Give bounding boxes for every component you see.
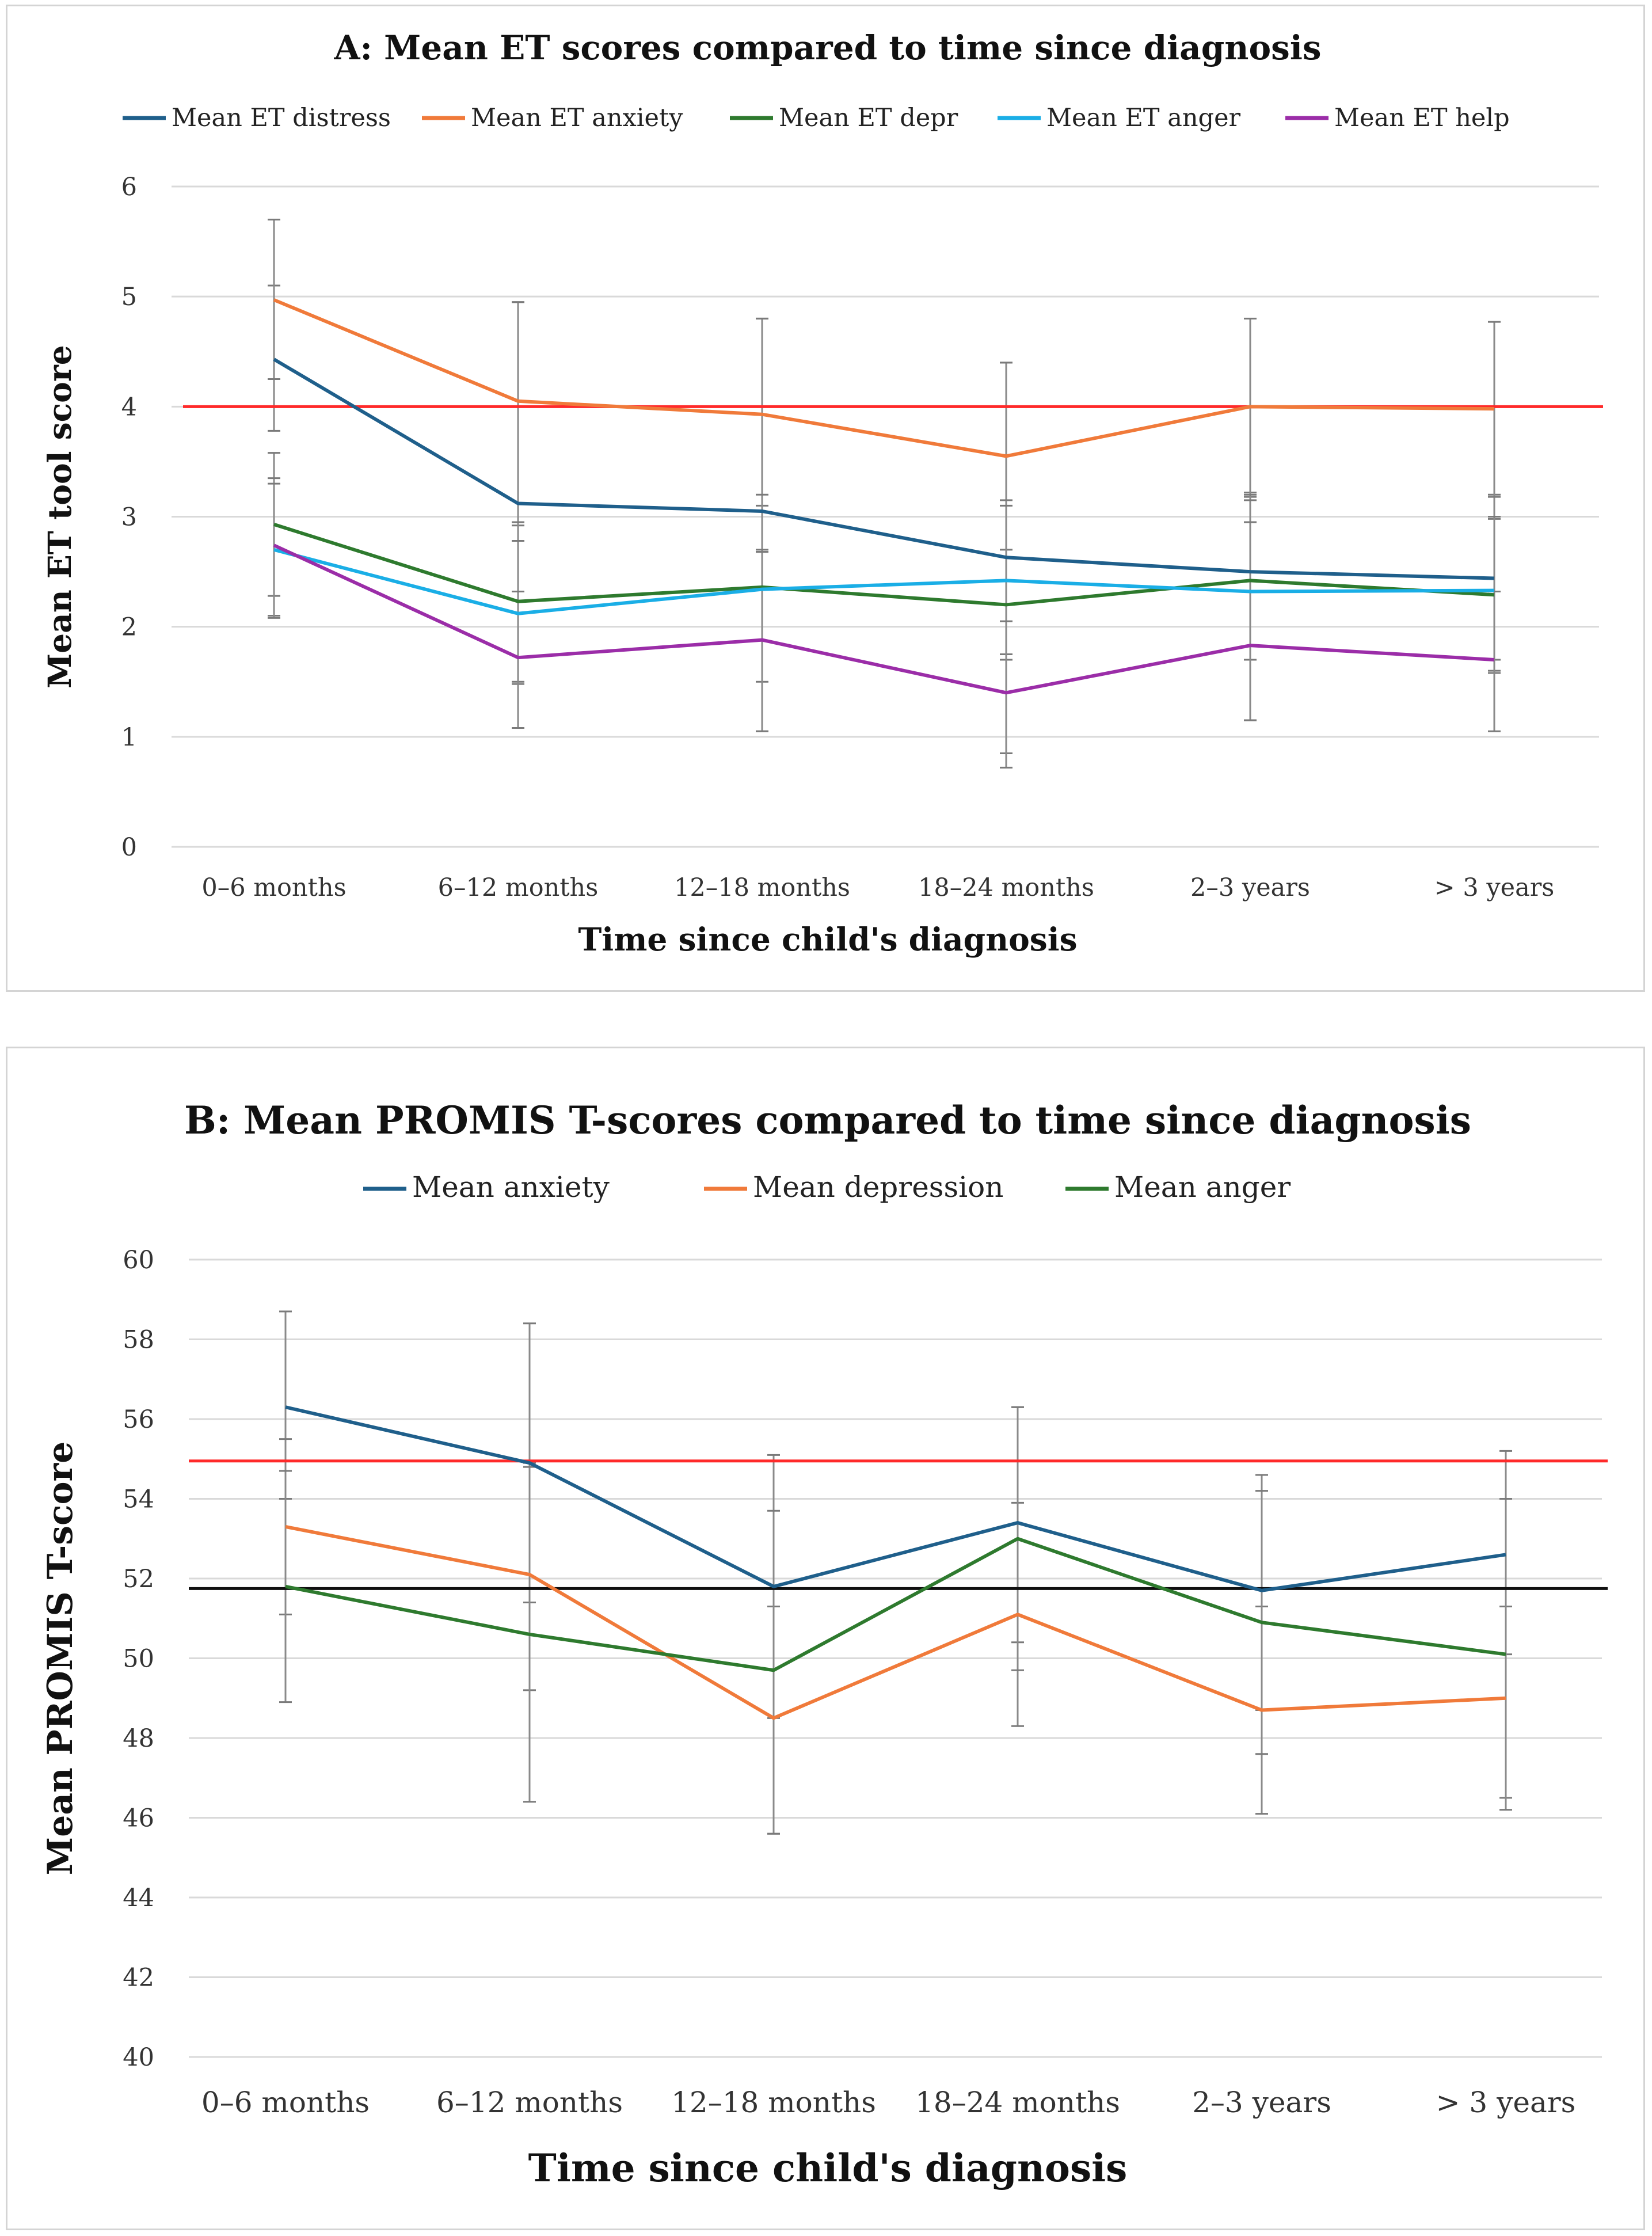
chart-a-series-line-mean-et-help [273, 543, 1495, 695]
chart-b-title: B: Mean PROMIS T-scores compared to time… [184, 1098, 1471, 1143]
chart-b-series-line-mean-anger [285, 1537, 1506, 1672]
chart-b-panel: B: Mean PROMIS T-scores compared to time… [6, 1047, 1645, 2230]
chart-a-legend-label-mean-et-anxiety: Mean ET anxiety [471, 104, 683, 132]
chart-b-y-tick-label: 56 [123, 1405, 154, 1434]
chart-a-x-tick-label: 12–18 months [674, 873, 850, 902]
chart-a-panel: A: Mean ET scores compared to time since… [6, 5, 1645, 992]
chart-a-y-tick-label: 5 [121, 283, 137, 311]
chart-a-x-tick-label: 6–12 months [438, 873, 599, 902]
chart-a-legend-label-mean-et-help: Mean ET help [1334, 104, 1510, 132]
chart-b-legend-label-mean-anger: Mean anger [1114, 1170, 1291, 1204]
chart-b-x-tick-label: 0–6 months [201, 2086, 370, 2119]
chart-a-x-tick-label: 2–3 years [1190, 873, 1310, 902]
chart-a-y-axis-title: Mean ET tool score [41, 345, 78, 689]
chart-b-y-tick-label: 42 [123, 1964, 154, 1992]
chart-b-x-tick-label: 6–12 months [436, 2086, 623, 2119]
chart-a-legend-label-mean-et-depr: Mean ET depr [779, 104, 958, 132]
chart-b: B: Mean PROMIS T-scores compared to time… [40, 1098, 1608, 2191]
chart-a-y-tick-label: 4 [121, 393, 137, 421]
chart-a-series-line-mean-et-anxiety [273, 298, 1495, 458]
chart-b-series-line-mean-anxiety [285, 1405, 1506, 1592]
chart-b-y-axis-title: Mean PROMIS T-score [40, 1442, 81, 1876]
chart-a-series-line-mean-et-depr [273, 523, 1495, 607]
chart-b-legend-label-mean-depression: Mean depression [753, 1170, 1003, 1204]
chart-a-y-tick-label: 1 [121, 723, 137, 752]
chart-b-y-tick-label: 46 [123, 1804, 154, 1833]
chart-a-x-axis-title: Time since child's diagnosis [578, 921, 1077, 958]
chart-b-y-tick-label: 58 [123, 1326, 154, 1355]
chart-a: A: Mean ET scores compared to time since… [41, 28, 1603, 958]
chart-a-title: A: Mean ET scores compared to time since… [333, 28, 1321, 67]
chart-b-y-tick-label: 44 [123, 1884, 154, 1912]
chart-a-y-tick-label: 3 [121, 503, 137, 532]
chart-b-legend-label-mean-anxiety: Mean anxiety [412, 1170, 610, 1204]
chart-b-x-tick-label: 2–3 years [1192, 2086, 1331, 2119]
chart-b-x-tick-label: > 3 years [1436, 2086, 1576, 2119]
chart-a-y-tick-label: 0 [121, 833, 137, 862]
chart-b-y-tick-label: 52 [123, 1565, 154, 1594]
chart-a-legend-label-mean-et-anger: Mean ET anger [1046, 104, 1241, 132]
chart-a-x-tick-label: 0–6 months [201, 873, 346, 902]
chart-b-series-line-mean-depression [285, 1525, 1506, 1720]
chart-b-x-tick-label: 18–24 months [915, 2086, 1120, 2119]
chart-b-x-axis-title: Time since child's diagnosis [528, 2146, 1128, 2191]
chart-b-y-tick-label: 40 [123, 2043, 154, 2072]
chart-a-series-line-mean-et-anger [273, 547, 1495, 615]
chart-a-series-line-mean-et-distress [273, 358, 1495, 580]
chart-b-y-tick-label: 60 [123, 1246, 154, 1275]
chart-a-x-tick-label: 18–24 months [918, 873, 1094, 902]
chart-a-x-tick-label: > 3 years [1434, 873, 1555, 902]
chart-a-y-tick-label: 2 [121, 613, 137, 642]
chart-b-x-tick-label: 12–18 months [671, 2086, 876, 2119]
chart-a-y-tick-label: 6 [121, 173, 137, 201]
chart-b-y-tick-label: 54 [123, 1485, 154, 1514]
chart-a-legend-label-mean-et-distress: Mean ET distress [172, 104, 391, 132]
chart-b-y-tick-label: 48 [123, 1724, 154, 1753]
chart-b-y-tick-label: 50 [123, 1645, 154, 1674]
